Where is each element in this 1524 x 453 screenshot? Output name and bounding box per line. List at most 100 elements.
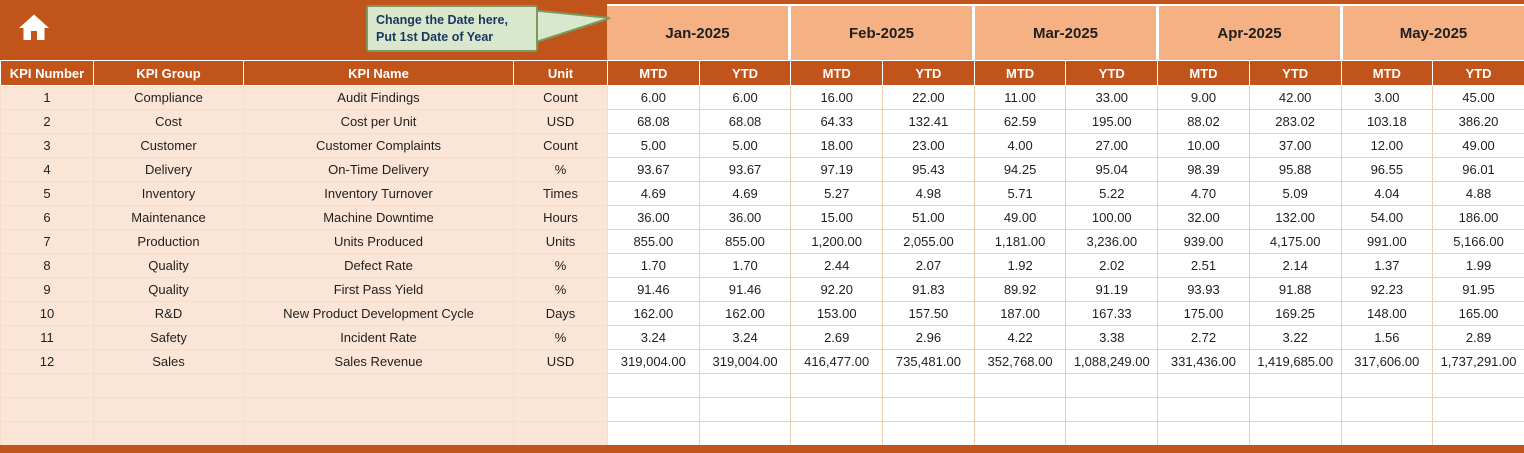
kpi-value-cell[interactable]: 37.00 [1248,133,1342,158]
empty-cell[interactable] [1340,397,1434,422]
kpi-group-cell[interactable]: Cost [93,109,244,134]
kpi-number-cell[interactable]: 10 [0,301,94,326]
kpi-value-cell[interactable]: 93.67 [698,157,792,182]
kpi-name-cell[interactable]: On-Time Delivery [243,157,514,182]
kpi-value-cell[interactable]: 991.00 [1340,229,1434,254]
kpi-value-cell[interactable]: 36.00 [607,205,700,230]
kpi-number-cell[interactable]: 12 [0,349,94,374]
col-header-ytd-apr[interactable]: YTD [1248,60,1342,86]
kpi-value-cell[interactable]: 94.25 [973,157,1067,182]
kpi-group-cell[interactable]: Safety [93,325,244,350]
col-header-kpi-name[interactable]: KPI Name [243,60,514,86]
kpi-value-cell[interactable]: 6.00 [698,85,792,110]
kpi-value-cell[interactable]: 98.39 [1157,157,1250,182]
kpi-value-cell[interactable]: 5.09 [1248,181,1342,206]
kpi-value-cell[interactable]: 186.00 [1432,205,1524,230]
kpi-value-cell[interactable]: 416,477.00 [790,349,884,374]
kpi-name-cell[interactable]: New Product Development Cycle [243,301,514,326]
kpi-value-cell[interactable]: 2.07 [882,253,975,278]
kpi-value-cell[interactable]: 4.04 [1340,181,1434,206]
empty-cell[interactable] [607,373,700,398]
empty-cell[interactable] [607,421,700,446]
kpi-value-cell[interactable]: 97.19 [790,157,884,182]
kpi-value-cell[interactable]: 89.92 [973,277,1067,302]
kpi-value-cell[interactable]: 939.00 [1157,229,1250,254]
empty-cell[interactable] [882,397,975,422]
col-header-ytd-jan[interactable]: YTD [698,60,792,86]
kpi-value-cell[interactable]: 91.88 [1248,277,1342,302]
kpi-value-cell[interactable]: 23.00 [882,133,975,158]
col-header-ytd-may[interactable]: YTD [1432,60,1524,86]
kpi-value-cell[interactable]: 49.00 [1432,133,1524,158]
empty-cell[interactable] [1248,397,1342,422]
kpi-value-cell[interactable]: 4.22 [973,325,1067,350]
kpi-unit-cell[interactable]: USD [513,109,608,134]
empty-cell[interactable] [93,397,244,422]
kpi-value-cell[interactable]: 132.00 [1248,205,1342,230]
kpi-value-cell[interactable]: 95.04 [1065,157,1159,182]
empty-cell[interactable] [93,421,244,446]
kpi-value-cell[interactable]: 4,175.00 [1248,229,1342,254]
kpi-value-cell[interactable]: 92.20 [790,277,884,302]
kpi-group-cell[interactable]: Compliance [93,85,244,110]
empty-cell[interactable] [1157,373,1250,398]
kpi-value-cell[interactable]: 2.89 [1432,325,1524,350]
kpi-name-cell[interactable]: Units Produced [243,229,514,254]
kpi-value-cell[interactable]: 36.00 [698,205,792,230]
kpi-group-cell[interactable]: Quality [93,277,244,302]
kpi-unit-cell[interactable]: Count [513,133,608,158]
kpi-value-cell[interactable]: 62.59 [973,109,1067,134]
empty-cell[interactable] [973,373,1067,398]
kpi-value-cell[interactable]: 195.00 [1065,109,1159,134]
empty-cell[interactable] [973,421,1067,446]
kpi-name-cell[interactable]: Sales Revenue [243,349,514,374]
empty-cell[interactable] [882,421,975,446]
kpi-value-cell[interactable]: 18.00 [790,133,884,158]
kpi-unit-cell[interactable]: % [513,277,608,302]
kpi-value-cell[interactable]: 91.46 [607,277,700,302]
kpi-value-cell[interactable]: 1.92 [973,253,1067,278]
kpi-value-cell[interactable]: 11.00 [973,85,1067,110]
kpi-value-cell[interactable]: 1,419,685.00 [1248,349,1342,374]
kpi-value-cell[interactable]: 169.25 [1248,301,1342,326]
empty-cell[interactable] [0,421,94,446]
kpi-value-cell[interactable]: 16.00 [790,85,884,110]
kpi-value-cell[interactable]: 5.27 [790,181,884,206]
kpi-value-cell[interactable]: 3.38 [1065,325,1159,350]
kpi-value-cell[interactable]: 3.24 [607,325,700,350]
kpi-value-cell[interactable]: 3.22 [1248,325,1342,350]
kpi-value-cell[interactable]: 162.00 [607,301,700,326]
empty-cell[interactable] [243,421,514,446]
kpi-number-cell[interactable]: 1 [0,85,94,110]
month-header-feb[interactable]: Feb-2025 [791,6,972,60]
empty-cell[interactable] [1248,373,1342,398]
kpi-value-cell[interactable]: 3.24 [698,325,792,350]
empty-cell[interactable] [243,373,514,398]
kpi-value-cell[interactable]: 132.41 [882,109,975,134]
kpi-value-cell[interactable]: 22.00 [882,85,975,110]
kpi-group-cell[interactable]: Maintenance [93,205,244,230]
kpi-number-cell[interactable]: 9 [0,277,94,302]
kpi-number-cell[interactable]: 11 [0,325,94,350]
kpi-unit-cell[interactable]: Days [513,301,608,326]
empty-cell[interactable] [1432,397,1524,422]
kpi-number-cell[interactable]: 3 [0,133,94,158]
kpi-value-cell[interactable]: 2.96 [882,325,975,350]
empty-cell[interactable] [1340,373,1434,398]
kpi-value-cell[interactable]: 54.00 [1340,205,1434,230]
kpi-group-cell[interactable]: Customer [93,133,244,158]
empty-cell[interactable] [513,373,608,398]
kpi-value-cell[interactable]: 91.83 [882,277,975,302]
kpi-value-cell[interactable]: 5.00 [607,133,700,158]
kpi-value-cell[interactable]: 93.93 [1157,277,1250,302]
empty-cell[interactable] [1340,421,1434,446]
kpi-name-cell[interactable]: Audit Findings [243,85,514,110]
kpi-value-cell[interactable]: 352,768.00 [973,349,1067,374]
kpi-name-cell[interactable]: First Pass Yield [243,277,514,302]
empty-cell[interactable] [1248,421,1342,446]
kpi-value-cell[interactable]: 167.33 [1065,301,1159,326]
col-header-mtd-jan[interactable]: MTD [607,60,700,86]
empty-cell[interactable] [698,421,792,446]
kpi-value-cell[interactable]: 64.33 [790,109,884,134]
empty-cell[interactable] [243,397,514,422]
